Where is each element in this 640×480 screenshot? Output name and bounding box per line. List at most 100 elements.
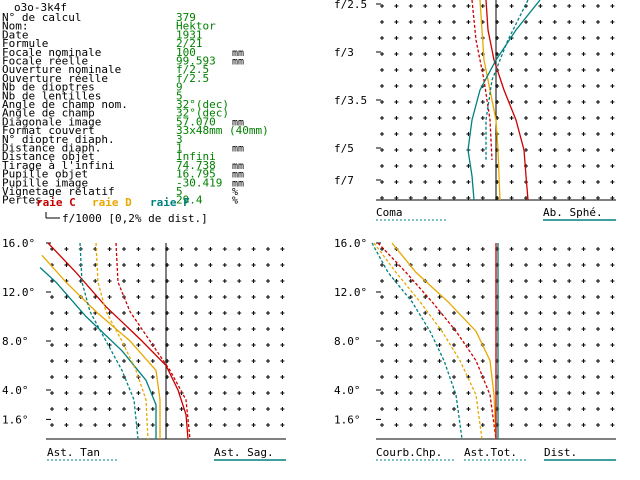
series-line <box>377 242 497 440</box>
param-value: -30.419 <box>176 176 222 189</box>
param-label: Ouverture nominale <box>2 63 121 76</box>
field-curvature-panel: 16.0° 12.0° 8.0° 4.0° 1.6° Courb.Chp. Ast.Tot.… <box>334 237 616 461</box>
param-label: Ouverture réelle <box>2 72 108 85</box>
y-tick-label: f/7 <box>334 174 354 187</box>
spherical-aberration-panel: f/2.5 f/3 f/3.5 f/5 f/7 Coma Ab. Sphé. <box>334 0 616 221</box>
param-unit: mm <box>232 161 244 172</box>
param-unit: % <box>232 187 238 198</box>
series-line <box>479 0 501 201</box>
doc-title: o3o-3k4f <box>14 1 67 14</box>
param-label: Pupille image <box>2 176 88 189</box>
series-line <box>485 0 529 201</box>
param-label: Nb de dioptres <box>2 81 95 94</box>
legend-item: raie C <box>36 196 76 209</box>
param-label: Pupille objet <box>2 168 88 181</box>
param-unit: mm <box>232 117 244 128</box>
param-label: Nb de lentilles <box>2 89 101 102</box>
param-value: 29.4 <box>176 194 203 207</box>
param-value: 379 <box>176 11 196 24</box>
series-line <box>467 0 541 201</box>
param-label: N° dioptre diaph. <box>2 133 115 146</box>
legend-item: raie D <box>92 196 132 209</box>
param-label: Distance diaph. <box>2 142 101 155</box>
y-tick-label: f/3.5 <box>334 94 367 107</box>
param-label: Vignetage relatif <box>2 185 115 198</box>
param-label: Focale réelle <box>2 55 88 68</box>
y-tick-label: f/3 <box>334 46 354 59</box>
param-label: Formule <box>2 37 48 50</box>
param-label: Distance objet <box>2 150 95 163</box>
param-value: 32°(dec) <box>176 98 229 111</box>
param-value: 1931 <box>176 28 203 41</box>
y-tick-label: 1.6° <box>2 413 29 426</box>
series-line <box>115 242 191 440</box>
param-label: Date <box>2 28 29 41</box>
footer-label: Ast.Tot. <box>464 446 517 459</box>
astigmatism-panel: 16.0° 12.0° 8.0° 4.0° 1.6° Ast. Tan Ast. Sag. <box>2 237 286 461</box>
param-value: 1 <box>176 142 183 155</box>
y-tick-label: 4.0° <box>2 384 29 397</box>
param-unit: mm <box>232 178 244 189</box>
param-value: 100 <box>176 46 196 59</box>
y-tick-label: 4.0° <box>334 384 361 397</box>
footer-sph: Ab. Sphé. <box>543 206 603 219</box>
series-line <box>95 242 149 440</box>
param-value: f/2.5 <box>176 63 209 76</box>
y-tick-label: f/2.5 <box>334 0 367 11</box>
param-unit: mm <box>232 144 244 155</box>
param-label: Format couvert <box>2 124 95 137</box>
param-label: Focale nominale <box>2 46 101 59</box>
y-tick-label: 12.0° <box>2 286 35 299</box>
param-value: 74.738 <box>176 159 216 172</box>
param-unit: mm <box>232 48 244 59</box>
param-label: Angle de champ <box>2 107 95 120</box>
series-line <box>41 254 161 439</box>
footer-label: Dist. <box>544 446 577 459</box>
param-value: 33x48mm (40mm) <box>176 124 269 137</box>
param-label: Tirage à l'infini <box>2 159 115 172</box>
y-tick-label: f/5 <box>334 142 354 155</box>
footer-coma: Coma <box>376 206 403 219</box>
param-value: Infini <box>176 150 216 163</box>
param-label: Pertes <box>2 194 42 207</box>
param-label: Nom: <box>2 20 29 33</box>
footer-ast-tan: Ast. Tan <box>47 446 100 459</box>
legend-item: raie F <box>150 196 190 209</box>
param-value: 32°(dec) <box>176 107 229 120</box>
param-unit: mm <box>232 170 244 181</box>
param-value: f/2.5 <box>176 72 209 85</box>
series-line <box>373 242 483 440</box>
parameter-table: N° de calcul 379 Nom: Hektor Date 1931 Formule… <box>2 11 269 207</box>
footer-label: Courb.Chp. <box>376 446 442 459</box>
param-value: 57.070 <box>176 115 216 128</box>
param-value: 3 <box>176 133 183 146</box>
param-value: 9 <box>176 81 183 94</box>
y-tick-label: 8.0° <box>334 335 361 348</box>
legend-scale-note: f/1000 [0,2% de dist.] <box>62 212 208 225</box>
param-value: Hektor <box>176 20 216 33</box>
y-tick-label: 12.0° <box>334 286 367 299</box>
param-value: 99.593 <box>176 55 216 68</box>
y-tick-label: 1.6° <box>334 413 361 426</box>
param-unit: % <box>232 196 238 207</box>
series-line <box>371 242 463 440</box>
series-line <box>47 242 189 440</box>
series-line <box>391 242 497 440</box>
series-line <box>471 0 493 161</box>
param-label: Diagonale image <box>2 115 101 128</box>
footer-ast-sag: Ast. Sag. <box>214 446 274 459</box>
color-legend: raie C raie D raie F f/1000 [0,2% de dist.] <box>36 196 208 225</box>
param-label: N° de calcul <box>2 11 81 24</box>
y-tick-label: 16.0° <box>2 237 35 250</box>
param-unit: mm <box>232 57 244 68</box>
param-value: 16.795 <box>176 168 216 181</box>
param-value: 5 <box>176 89 183 102</box>
series-line <box>485 0 529 160</box>
y-tick-label: 16.0° <box>334 237 367 250</box>
param-value: 2/21 <box>176 37 203 50</box>
series-line <box>39 267 157 439</box>
param-value: 5 <box>176 185 183 198</box>
y-tick-label: 8.0° <box>2 335 29 348</box>
param-label: Angle de champ nom. <box>2 98 128 111</box>
